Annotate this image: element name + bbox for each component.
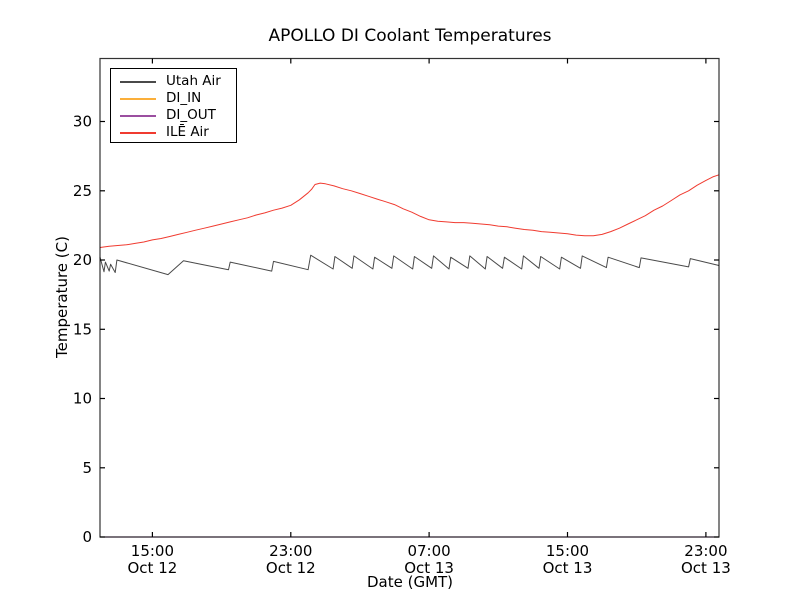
x-tick-label-date: Oct 13 bbox=[681, 559, 731, 577]
x-tick-label-time: 23:00 bbox=[269, 542, 312, 560]
legend-line-swatch bbox=[120, 131, 156, 134]
y-tick-label: 20 bbox=[73, 251, 92, 269]
series-line-il-air bbox=[99, 174, 720, 248]
legend-label: ILĒ Air bbox=[166, 124, 209, 140]
y-tick-label: 30 bbox=[73, 113, 92, 131]
y-tick-label: 5 bbox=[82, 459, 92, 477]
plot-frame bbox=[99, 57, 720, 538]
x-tick-label-date: Oct 13 bbox=[543, 559, 593, 577]
x-tick-label-date: Oct 13 bbox=[404, 559, 454, 577]
legend-line-swatch bbox=[120, 80, 156, 83]
x-tick-label-date: Oct 12 bbox=[266, 559, 316, 577]
legend-line-swatch bbox=[120, 97, 156, 100]
y-tick-label: 25 bbox=[73, 182, 92, 200]
legend-item: DI_IN bbox=[111, 90, 236, 107]
y-tick-label: 15 bbox=[73, 320, 92, 338]
legend-item: Utah Air bbox=[111, 73, 236, 90]
y-tick-label: 0 bbox=[82, 528, 92, 546]
x-tick-label-time: 23:00 bbox=[684, 542, 727, 560]
legend-label: Utah Air bbox=[166, 73, 221, 89]
legend-label: DI_OUT bbox=[166, 107, 216, 123]
x-tick-label-time: 07:00 bbox=[407, 542, 450, 560]
legend: Utah Air DI_IN DI_OUT ILĒ Air bbox=[110, 68, 237, 143]
legend-label: DI_IN bbox=[166, 90, 202, 106]
x-axis-label: Date (GMT) bbox=[366, 573, 454, 591]
x-tick-label-time: 15:00 bbox=[546, 542, 589, 560]
legend-item: DI_OUT bbox=[111, 107, 236, 124]
y-axis-label: Temperature (C) bbox=[53, 236, 71, 358]
legend-line-swatch bbox=[120, 114, 156, 117]
x-tick-label-time: 15:00 bbox=[131, 542, 174, 560]
x-tick-label-date: Oct 12 bbox=[128, 559, 178, 577]
y-tick-label: 10 bbox=[73, 390, 92, 408]
legend-item: ILĒ Air bbox=[111, 124, 236, 141]
series-line-utah-air bbox=[99, 254, 720, 276]
chart-title: APOLLO DI Coolant Temperatures bbox=[268, 26, 552, 46]
